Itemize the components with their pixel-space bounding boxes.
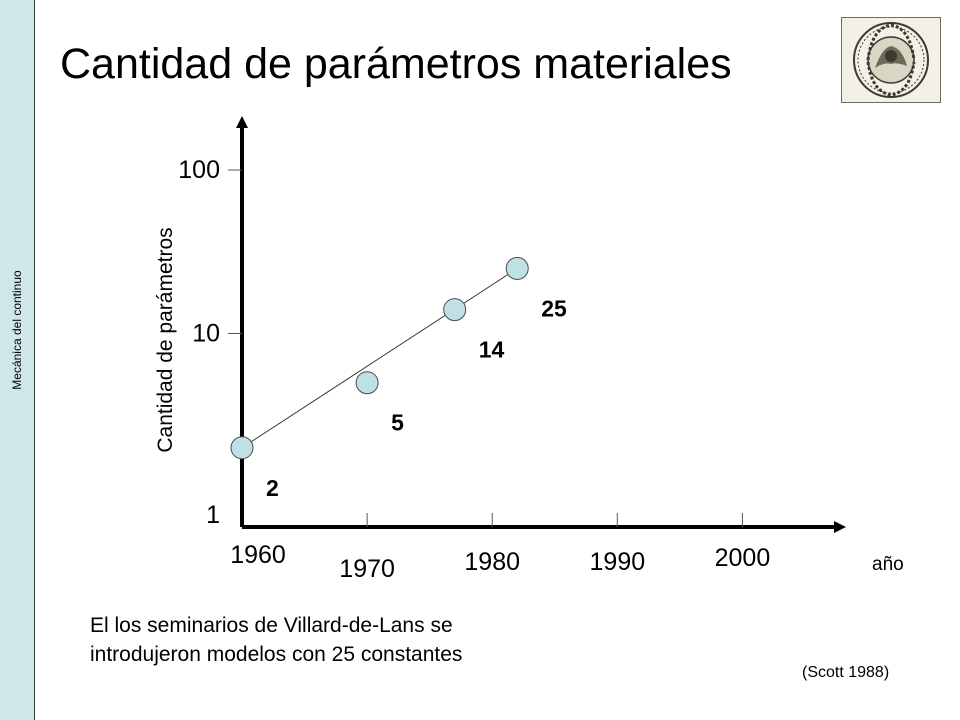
y-tick-label: 1 (206, 501, 220, 529)
y-tick-label: 10 (192, 320, 220, 348)
data-label: 2 (266, 475, 279, 501)
y-axis-label: Cantidad de parámetros (154, 227, 177, 452)
chart-axes (236, 116, 846, 533)
sidebar-strip: Mecánica del continuo (0, 0, 35, 720)
trendline (241, 268, 518, 449)
x-tick-label: 2000 (715, 544, 771, 572)
x-axis-label: año (872, 554, 904, 575)
slide-title: Cantidad de parámetros materiales (60, 40, 732, 88)
data-label: 25 (541, 295, 567, 321)
slide-caption: El los seminarios de Villard-de-Lans se … (90, 614, 463, 666)
data-point (443, 298, 467, 322)
x-tick-label: 1970 (339, 555, 395, 583)
chart-ticks: 1 10 100 1960 1970 1980 1990 2000 (178, 156, 770, 583)
y-tick-label: 100 (178, 156, 220, 184)
x-tick-label: 1980 (464, 548, 520, 576)
data-label: 5 (391, 410, 404, 436)
seal-icon (853, 22, 929, 98)
x-tick-label: 1960 (230, 541, 286, 569)
data-point (230, 436, 254, 460)
trendline-group (241, 268, 518, 449)
data-point (505, 256, 529, 280)
university-seal-logo (841, 17, 941, 103)
data-point (355, 371, 379, 395)
x-tick-label: 1990 (590, 548, 646, 576)
source-citation: (Scott 1988) (802, 664, 890, 681)
data-label: 14 (479, 337, 505, 363)
